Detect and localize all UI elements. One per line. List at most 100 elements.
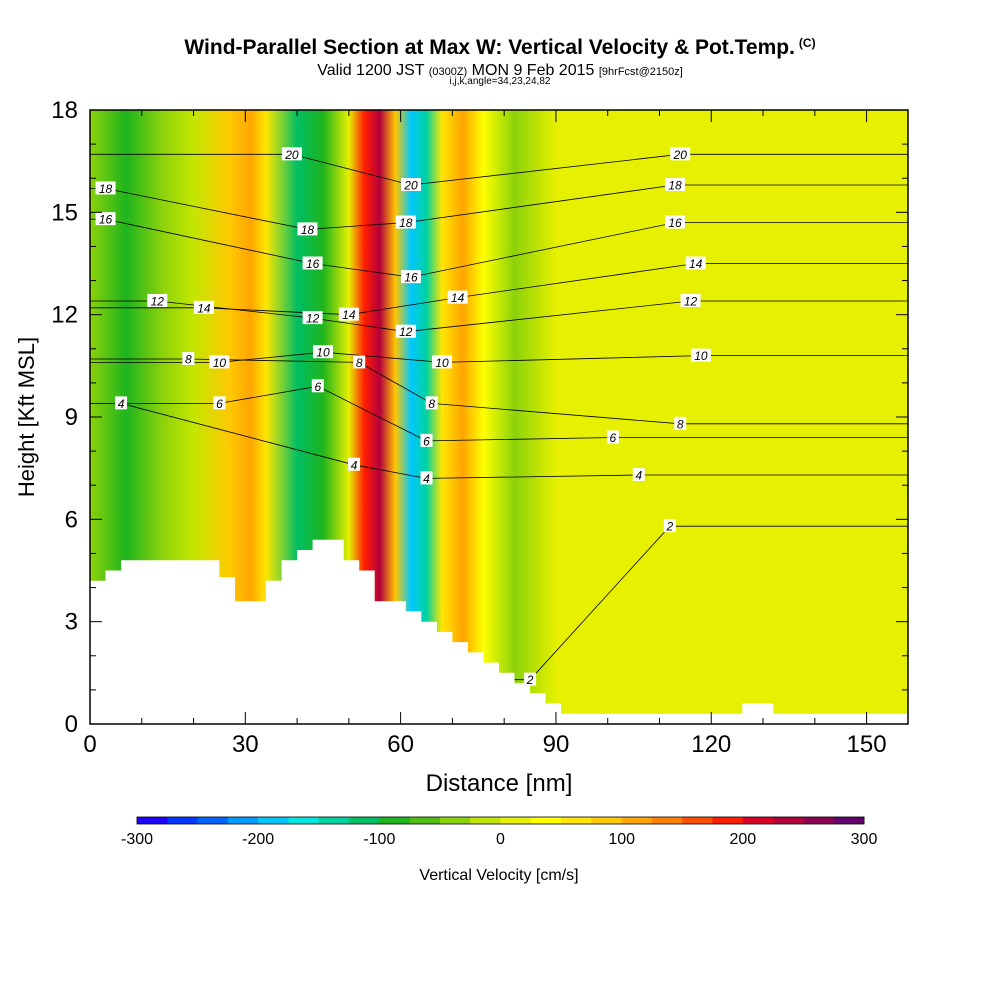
contour-label: 20 — [673, 148, 688, 162]
y-tick-label: 3 — [65, 609, 78, 636]
colorbar-swatch — [258, 817, 289, 824]
colorbar-swatch — [742, 817, 774, 824]
contour-label-bg — [425, 396, 438, 410]
contour-label: 14 — [689, 257, 703, 271]
x-tick-label: 90 — [543, 731, 570, 758]
contour-label-bg — [281, 147, 302, 161]
theta-contour-8 — [90, 358, 908, 425]
contour-label: 4 — [351, 458, 358, 472]
contour-label-bg — [302, 311, 323, 325]
contour-label: 10 — [213, 356, 227, 370]
contour-label: 6 — [216, 397, 223, 411]
colorbar-swatch — [227, 817, 259, 824]
colorbar-swatch — [561, 817, 592, 824]
terrain — [90, 539, 908, 724]
y-axis-label: Height [Kft MSL] — [14, 337, 39, 497]
colorbar-swatch — [379, 817, 411, 824]
chart-title: Wind-Parallel Section at Max W: Vertical… — [184, 36, 816, 59]
contour-label-bg — [147, 294, 168, 308]
colorbar-swatch — [773, 817, 804, 824]
theta-contour-12 — [90, 300, 908, 333]
contour-label-bg — [663, 519, 676, 533]
y-tick-label: 0 — [65, 711, 78, 738]
contour-label-bg — [400, 270, 421, 284]
y-axis: 0 3 6 9 12 15 18 — [51, 97, 908, 738]
contour-label: 6 — [314, 380, 321, 394]
contour-label: 16 — [404, 271, 418, 285]
contour-label: 2 — [526, 673, 534, 687]
contour-label-bg — [193, 300, 214, 314]
theta-contour-6 — [90, 385, 908, 442]
theta-contour-14 — [90, 263, 908, 316]
contour-label: 16 — [99, 213, 113, 227]
contour-label-bg — [690, 348, 711, 362]
contour-label: 14 — [342, 308, 356, 322]
contour-label: 20 — [284, 148, 299, 162]
colorbar-tick-label: 200 — [729, 831, 756, 848]
contour-label-bg — [680, 294, 701, 308]
colorbar-tick-label: -100 — [363, 831, 395, 848]
contour-label-bg — [395, 324, 416, 338]
x-tick-label: 60 — [387, 731, 414, 758]
y-tick-label: 9 — [65, 404, 78, 431]
colorbar-swatch — [500, 817, 532, 824]
contour-label-bg — [311, 379, 324, 393]
contour-label: 10 — [435, 356, 449, 370]
contour-label-bg — [432, 355, 453, 369]
colorbar-frame — [136, 816, 865, 825]
chart-subtitle: Valid 1200 JST (0300Z) MON 9 Feb 2015 [9… — [317, 62, 683, 79]
colorbar-swatch — [137, 817, 168, 824]
contour-label: 10 — [694, 349, 708, 363]
contour-label: 18 — [301, 223, 315, 237]
contour-label-bg — [395, 215, 416, 229]
colorbar-swatch — [439, 817, 471, 824]
y-tick-label: 18 — [51, 97, 78, 124]
colorbar-swatch — [621, 817, 653, 824]
y-tick-label: 6 — [65, 506, 78, 533]
colorbar-swatch — [288, 817, 320, 824]
contour-labels: 2 2 4 4 4 4 6 6 6 6 8 8 8 8 10 10 10 10 12 12 12 12 14 14 14 14 16… — [95, 147, 711, 687]
contour-label-bg — [685, 256, 706, 270]
colorbar-tick-label: 100 — [608, 831, 635, 848]
contour-label: 14 — [197, 301, 211, 315]
colorbar-swatch — [530, 817, 562, 824]
contour-label: 4 — [423, 472, 430, 486]
contour-label-bg — [209, 355, 230, 369]
contour-label: 8 — [428, 397, 435, 411]
contour-label: 18 — [99, 182, 113, 196]
x-tick-label: 30 — [232, 731, 259, 758]
contour-label: 16 — [668, 216, 682, 230]
x-tick-label: 0 — [83, 731, 96, 758]
contour-label-bg — [297, 222, 318, 236]
contour-label: 2 — [666, 520, 674, 534]
contour-label-bg — [674, 416, 687, 430]
contour-label: 12 — [399, 325, 413, 339]
contour-label-bg — [338, 307, 359, 321]
contour-label: 6 — [423, 434, 430, 448]
contour-label: 4 — [118, 397, 125, 411]
contour-label-bg — [348, 457, 361, 471]
colorbar-swatch — [651, 817, 683, 824]
colorbar-swatch — [833, 817, 865, 824]
colorbar-swatch — [470, 817, 501, 824]
colorbar-label: Vertical Velocity [cm/s] — [419, 867, 578, 884]
contour-label-bg — [670, 147, 691, 161]
contour-label-bg — [302, 256, 323, 270]
contour-label: 8 — [185, 353, 192, 367]
contour-label: 4 — [635, 468, 642, 482]
contour-label-bg — [115, 396, 128, 410]
contour-label-bg — [312, 345, 333, 359]
contour-label-bg — [606, 430, 619, 444]
contour-label-bg — [524, 672, 537, 686]
contour-label-bg — [400, 178, 421, 192]
contour-label: 18 — [399, 216, 413, 230]
contour-label: 12 — [151, 295, 165, 309]
contour-label: 20 — [403, 179, 418, 193]
contour-label: 8 — [677, 417, 684, 431]
colorbar-swatch — [682, 817, 714, 824]
contour-label-bg — [447, 290, 468, 304]
contour-label-bg — [665, 215, 686, 229]
x-axis-label: Distance [nm] — [426, 770, 573, 797]
contour-label: 18 — [668, 179, 682, 193]
